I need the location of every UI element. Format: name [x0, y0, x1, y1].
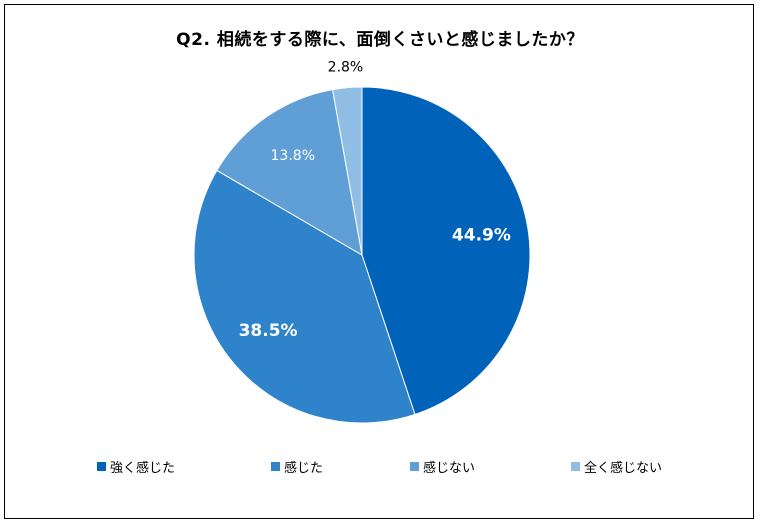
legend-item-2: 感じた — [271, 457, 323, 476]
legend-item-3: 感じない — [410, 457, 475, 476]
legend-item-1: 強く感じた — [97, 457, 175, 476]
legend-swatch-3 — [410, 462, 419, 471]
pie-slice-2 — [193, 169, 416, 424]
legend-label-3: 感じない — [423, 461, 476, 476]
legend-swatch-1 — [97, 462, 106, 471]
pie-chart: 44.9% 38.5% 13.8% 2.8% — [193, 60, 531, 424]
legend-label-4: 全く感じない — [584, 461, 663, 476]
slice-label-2: 38.5% — [239, 321, 298, 341]
pie-slice-1 — [361, 86, 531, 416]
chart-frame: Q2. 相続をする際に、面倒くさいと感じましたか？ 44.9% 38.5% 13.8… — [4, 4, 754, 519]
chart-title: Q2. 相続をする際に、面倒くさいと感じましたか？ — [176, 30, 584, 50]
pie-slice-3 — [216, 89, 363, 256]
legend-label-2: 感じた — [284, 461, 324, 476]
pie-slice-4 — [332, 86, 363, 256]
slice-label-1: 44.9% — [452, 226, 511, 246]
legend-item-4: 全く感じない — [571, 457, 662, 476]
legend-swatch-2 — [271, 462, 280, 471]
chart-legend: 強く感じた 感じた 感じない 全く感じない — [5, 457, 755, 477]
slice-label-3: 13.8% — [271, 148, 315, 164]
slice-label-4: 2.8% — [328, 60, 364, 76]
legend-swatch-4 — [571, 462, 580, 471]
legend-label-1: 強く感じた — [110, 461, 176, 476]
